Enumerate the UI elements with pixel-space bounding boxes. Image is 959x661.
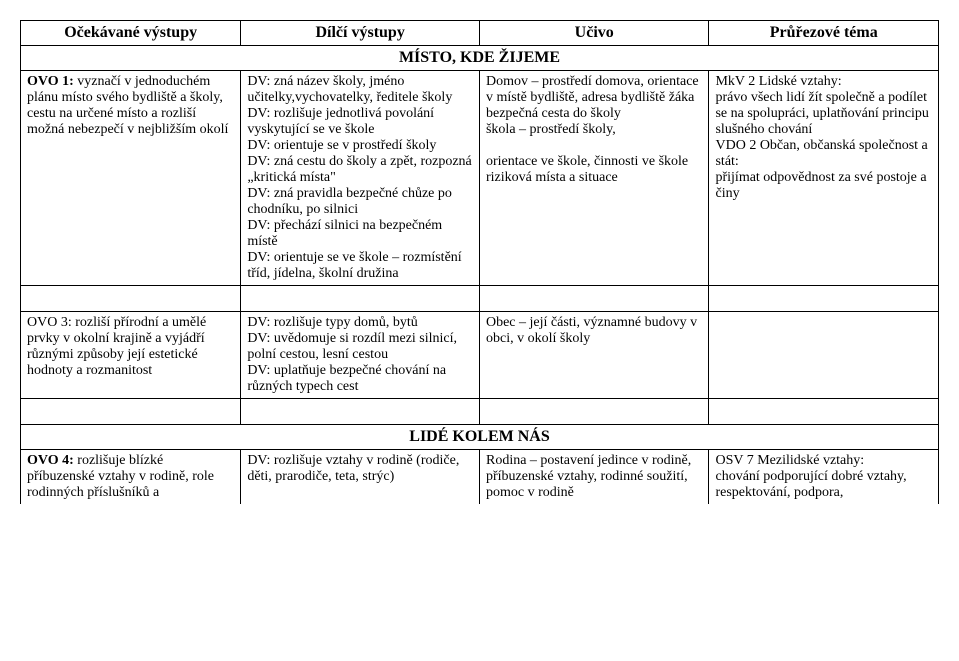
spacer-cell (241, 399, 480, 425)
spacer-cell (479, 399, 709, 425)
spacer-cell (709, 399, 939, 425)
cell-expected-2: OVO 3: rozliší přírodní a umělé prvky v … (21, 312, 241, 399)
table-row: OVO 3: rozliší přírodní a umělé prvky v … (21, 312, 939, 399)
spacer-cell (241, 286, 480, 312)
spacer-cell (21, 399, 241, 425)
header-col-3: Učivo (479, 21, 709, 46)
header-row: Očekávané výstupy Dílčí výstupy Učivo Pr… (21, 21, 939, 46)
header-col-1: Očekávané výstupy (21, 21, 241, 46)
spacer-cell (479, 286, 709, 312)
cell-partial-1: DV: zná název školy, jméno učitelky,vych… (241, 71, 480, 286)
spacer-row (21, 399, 939, 425)
cell-crosstopic-2 (709, 312, 939, 399)
section-row-2: LIDÉ KOLEM NÁS (21, 425, 939, 450)
ovo4-label: OVO 4: (27, 453, 74, 468)
cell-content-3: Rodina – postavení jedince v rodině, pří… (479, 450, 709, 505)
cell-crosstopic-3: OSV 7 Mezilidské vztahy:chování podporuj… (709, 450, 939, 505)
section-title-2: LIDÉ KOLEM NÁS (21, 425, 939, 450)
header-col-4: Průřezové téma (709, 21, 939, 46)
cell-expected-3: OVO 4: rozlišuje blízké příbuzenské vzta… (21, 450, 241, 505)
curriculum-table: Očekávané výstupy Dílčí výstupy Učivo Pr… (20, 20, 939, 504)
header-col-2: Dílčí výstupy (241, 21, 480, 46)
spacer-row (21, 286, 939, 312)
cell-expected-1: OVO 1: vyznačí v jednoduchém plánu místo… (21, 71, 241, 286)
cell-partial-2: DV: rozlišuje typy domů, bytůDV: uvědomu… (241, 312, 480, 399)
ovo1-label: OVO 1: (27, 74, 74, 89)
section-title-1: MÍSTO, KDE ŽIJEME (21, 46, 939, 71)
spacer-cell (709, 286, 939, 312)
section-row-1: MÍSTO, KDE ŽIJEME (21, 46, 939, 71)
table-row: OVO 1: vyznačí v jednoduchém plánu místo… (21, 71, 939, 286)
spacer-cell (21, 286, 241, 312)
cell-crosstopic-1: MkV 2 Lidské vztahy:právo všech lidí žít… (709, 71, 939, 286)
table-row: OVO 4: rozlišuje blízké příbuzenské vzta… (21, 450, 939, 505)
cell-content-2: Obec – její části, významné budovy v obc… (479, 312, 709, 399)
cell-content-1: Domov – prostředí domova, orientace v mí… (479, 71, 709, 286)
cell-partial-3: DV: rozlišuje vztahy v rodině (rodiče, d… (241, 450, 480, 505)
